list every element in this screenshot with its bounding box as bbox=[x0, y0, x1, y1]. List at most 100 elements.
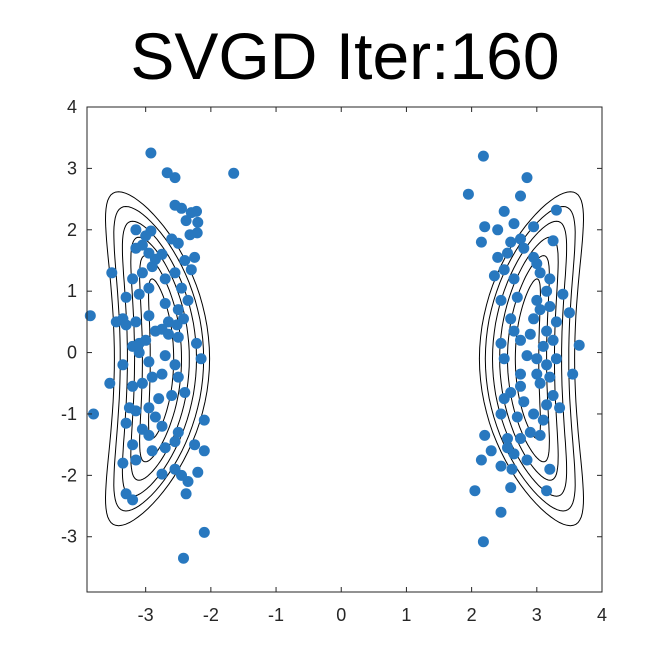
particle-point bbox=[462, 188, 474, 200]
particle-point bbox=[508, 273, 520, 285]
particle-point bbox=[528, 221, 540, 233]
particle-point bbox=[156, 248, 168, 260]
particle-point bbox=[531, 368, 543, 380]
particle-point bbox=[166, 390, 178, 401]
particle-point bbox=[505, 236, 517, 248]
particle-point bbox=[498, 393, 510, 405]
particle-point bbox=[179, 255, 191, 266]
particle-point bbox=[185, 264, 197, 276]
particle-point bbox=[524, 328, 536, 340]
particle-point bbox=[475, 454, 487, 466]
particle-point bbox=[228, 167, 240, 179]
particle-point bbox=[495, 337, 507, 349]
y-tick-label: -3 bbox=[61, 527, 77, 547]
particle-point bbox=[502, 247, 513, 259]
y-tick-label: 2 bbox=[67, 220, 77, 240]
particle-point bbox=[537, 414, 549, 426]
particle-point bbox=[143, 429, 155, 441]
particle-point bbox=[178, 313, 189, 325]
x-tick-label: 1 bbox=[401, 605, 411, 625]
particle-point bbox=[176, 282, 187, 294]
particle-point bbox=[146, 261, 158, 273]
y-axis-ticks: -3 -2 -1 0 1 2 3 4 bbox=[61, 97, 602, 547]
particle-point bbox=[544, 301, 556, 312]
particle-point bbox=[169, 267, 181, 279]
particle-point bbox=[143, 356, 155, 368]
particle-point bbox=[537, 340, 549, 352]
particle-point bbox=[136, 239, 148, 251]
x-tick-label: 2 bbox=[467, 605, 477, 625]
particle-point bbox=[518, 396, 530, 408]
particle-point bbox=[143, 310, 155, 322]
particle-point bbox=[163, 328, 174, 340]
particle-point bbox=[127, 273, 139, 285]
particle-point bbox=[534, 267, 546, 279]
particle-point bbox=[469, 485, 481, 497]
particle-point bbox=[524, 426, 536, 438]
contour-line-mode2-level6 bbox=[478, 191, 585, 527]
particle-point bbox=[479, 429, 491, 441]
particle-point bbox=[531, 258, 543, 270]
particle-point bbox=[534, 377, 546, 389]
particle-point bbox=[198, 414, 210, 426]
particle-point bbox=[505, 313, 517, 325]
particle-point bbox=[149, 411, 161, 423]
particle-point bbox=[189, 251, 201, 263]
particle-point bbox=[88, 408, 99, 420]
particle-point bbox=[492, 224, 504, 236]
particle-point bbox=[182, 294, 194, 306]
particle-point bbox=[567, 368, 579, 380]
particle-point bbox=[547, 235, 559, 247]
particle-point bbox=[172, 304, 184, 316]
particle-point bbox=[120, 417, 132, 429]
particle-point bbox=[145, 225, 157, 237]
chart-title: SVGD Iter:160 bbox=[130, 19, 559, 93]
y-tick-label: 1 bbox=[67, 281, 77, 301]
particle-point bbox=[140, 334, 152, 346]
particle-point bbox=[550, 353, 562, 365]
axes-frame bbox=[86, 106, 603, 593]
particle-point bbox=[104, 377, 116, 389]
particle-point bbox=[184, 229, 196, 241]
particle-point bbox=[550, 204, 562, 216]
particle-point bbox=[159, 442, 171, 454]
particle-point bbox=[145, 147, 157, 159]
particle-point bbox=[180, 488, 192, 500]
particle-point bbox=[84, 310, 96, 322]
particle-points bbox=[84, 147, 585, 564]
particle-point bbox=[515, 190, 526, 202]
contour-line-mode1-level6 bbox=[104, 191, 211, 527]
particle-point bbox=[521, 350, 533, 362]
particle-point bbox=[130, 224, 142, 236]
particle-point bbox=[136, 267, 148, 279]
particle-point bbox=[179, 387, 191, 398]
particle-point bbox=[180, 215, 192, 227]
particle-point bbox=[563, 307, 575, 319]
particle-point bbox=[541, 485, 553, 497]
particle-point bbox=[127, 439, 139, 451]
particle-point bbox=[554, 402, 566, 414]
particle-point bbox=[130, 405, 142, 417]
particle-point bbox=[156, 420, 168, 432]
y-tick-label: 3 bbox=[67, 158, 77, 178]
particle-point bbox=[133, 288, 145, 300]
particle-point bbox=[172, 426, 184, 438]
particle-point bbox=[515, 433, 526, 444]
particle-point bbox=[515, 380, 526, 392]
particle-point bbox=[495, 408, 507, 420]
particle-point bbox=[198, 526, 210, 538]
contour-line-mode1-level2 bbox=[139, 255, 183, 463]
particle-point bbox=[511, 411, 523, 423]
particle-point bbox=[159, 350, 171, 362]
particle-point bbox=[495, 294, 507, 306]
particle-point bbox=[169, 172, 181, 184]
particle-point bbox=[133, 347, 145, 359]
particle-point bbox=[169, 436, 181, 448]
particle-point bbox=[117, 457, 129, 469]
particle-point bbox=[557, 288, 569, 300]
particle-point bbox=[515, 368, 526, 380]
particle-point bbox=[505, 482, 517, 494]
particle-point bbox=[163, 316, 174, 328]
particle-point bbox=[178, 552, 189, 564]
